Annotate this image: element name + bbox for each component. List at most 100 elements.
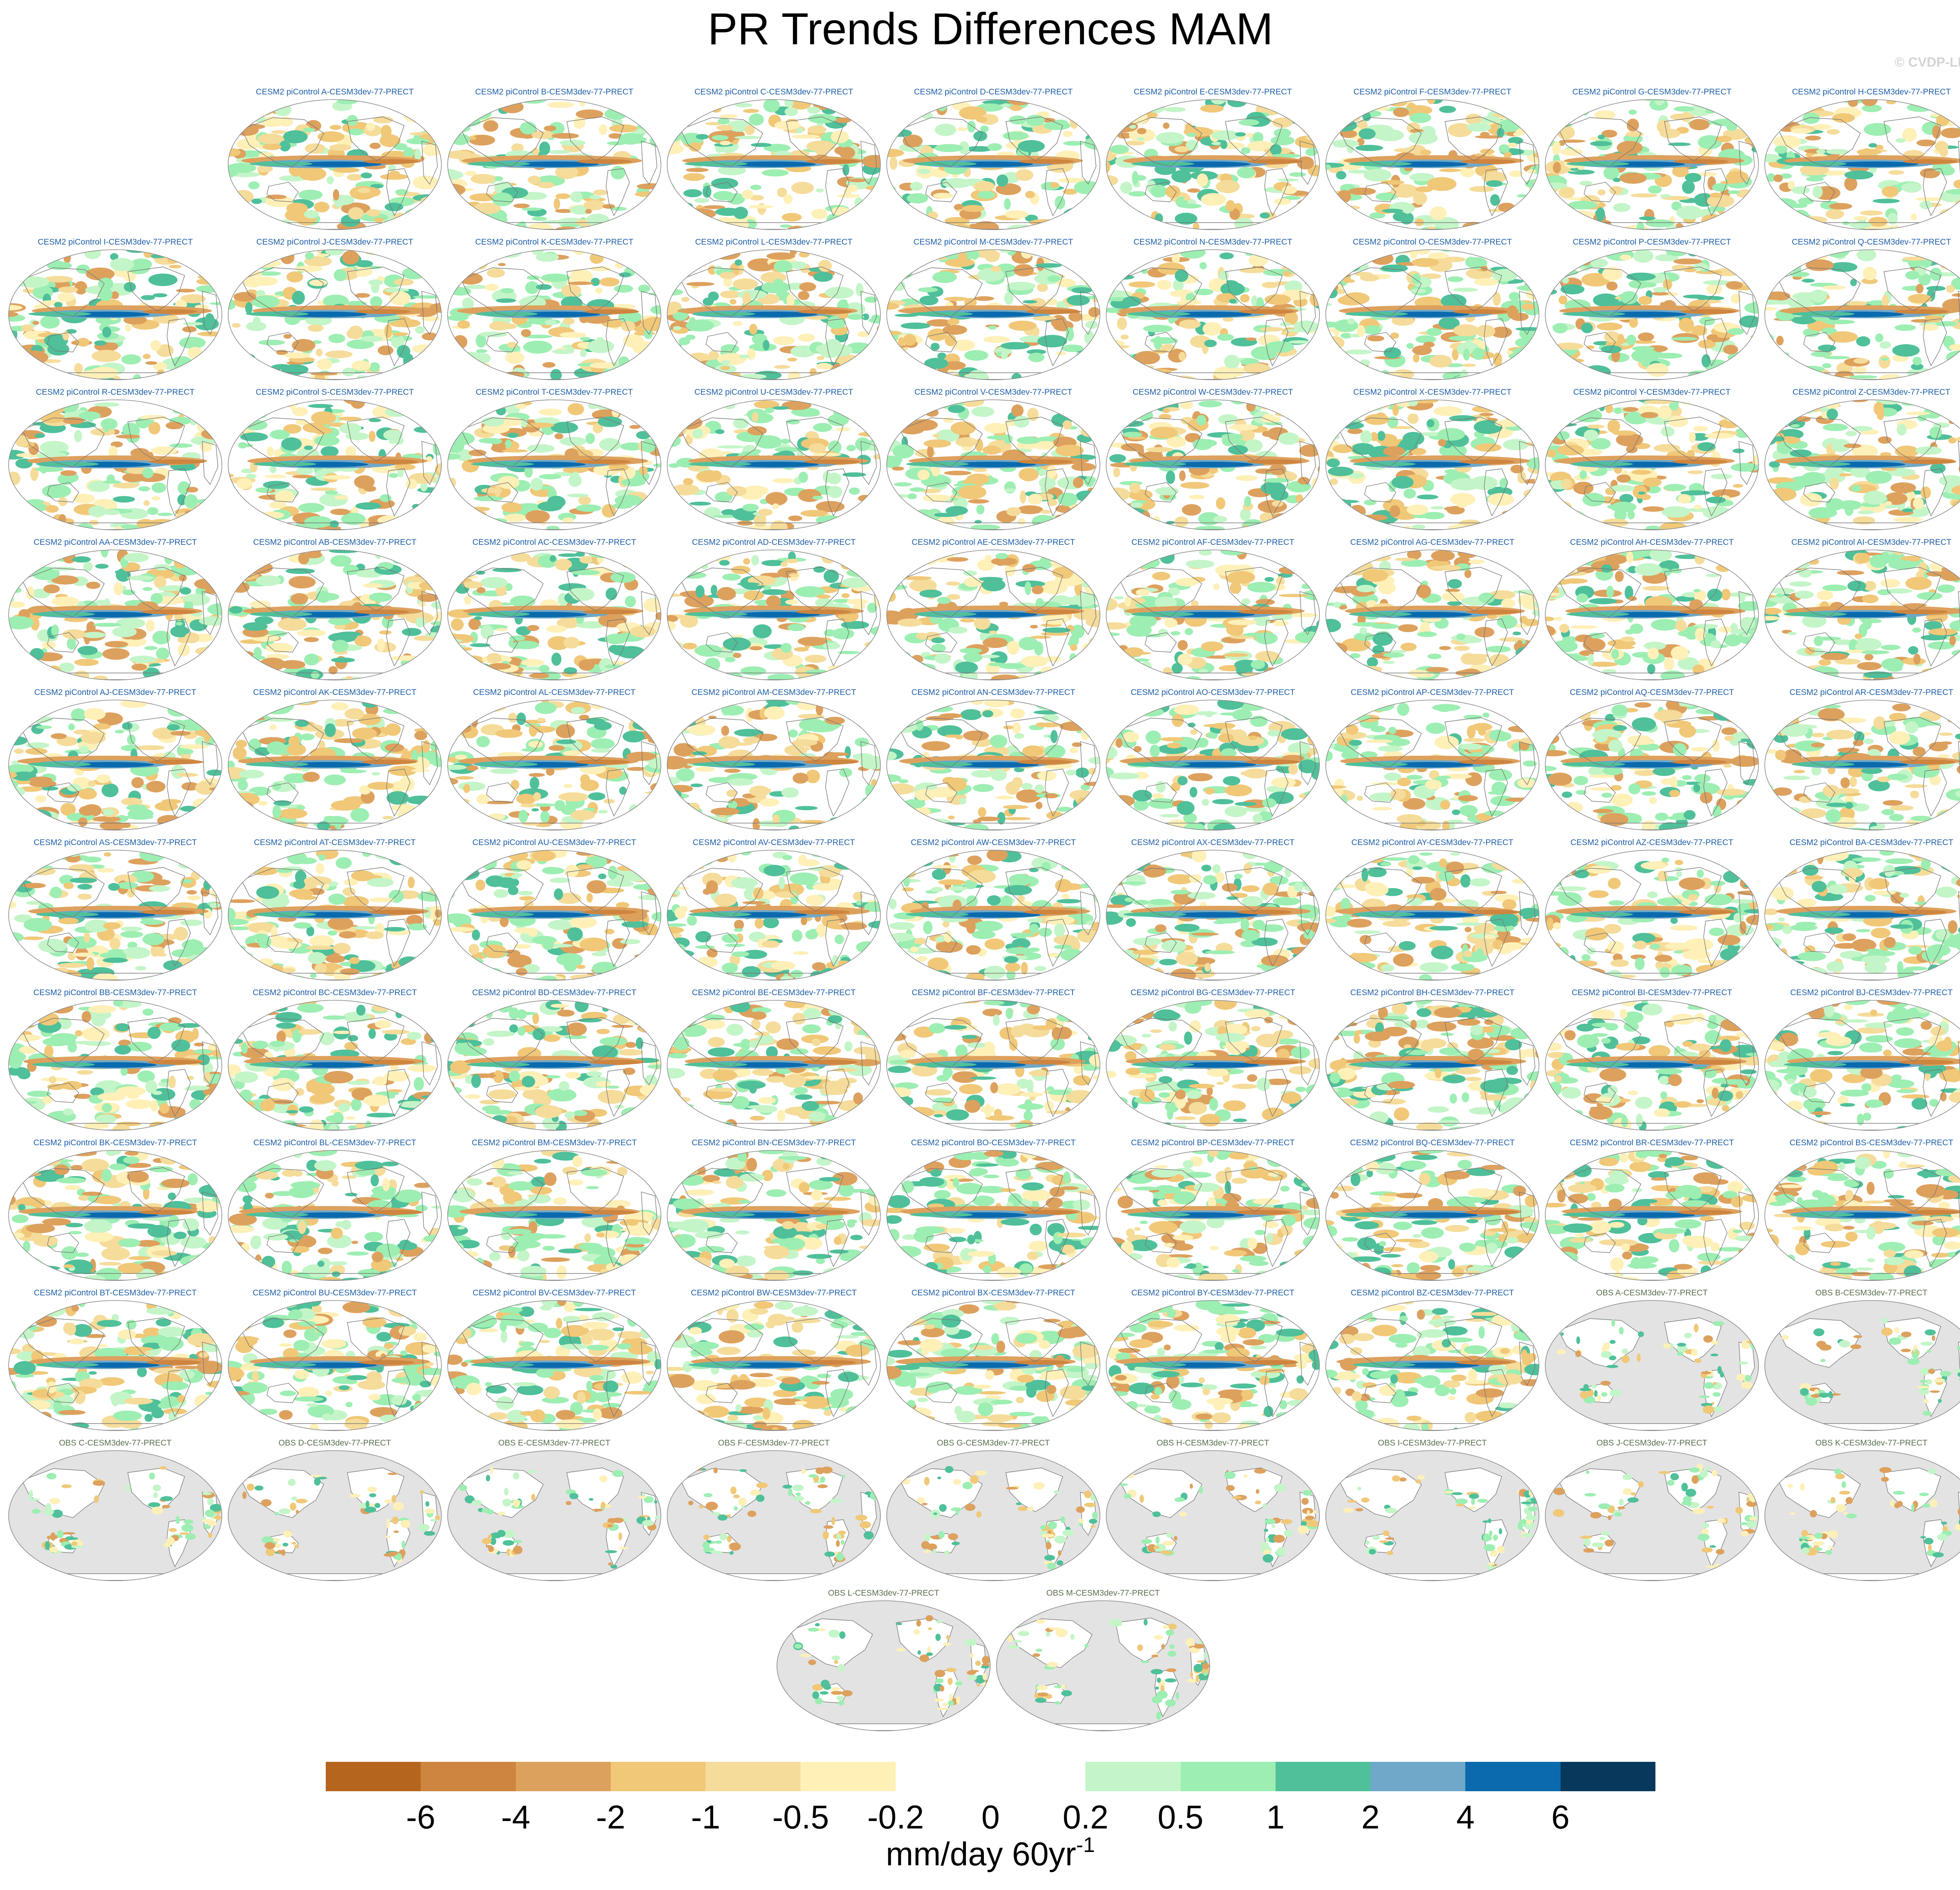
trend-blob	[559, 437, 587, 446]
map-panel: CESM2 piControl AB-CESM3dev-77-PRECT	[226, 537, 444, 682]
trend-blob	[323, 475, 351, 480]
trend-blob	[1516, 285, 1539, 291]
trend-blob	[251, 198, 262, 204]
trend-blob	[966, 473, 989, 484]
africa-outline	[860, 441, 877, 485]
trend-blob	[1701, 354, 1711, 368]
trend-blob	[1553, 323, 1568, 334]
trend-blob	[1787, 300, 1815, 307]
trend-blob	[1521, 414, 1530, 428]
trend-blob	[64, 674, 76, 680]
trend-blob	[1901, 182, 1922, 193]
trend-blob	[799, 472, 808, 483]
trend-blob	[668, 463, 680, 468]
trend-blob	[1352, 365, 1361, 372]
trend-blob	[262, 551, 273, 564]
trend-blob	[394, 225, 406, 230]
trend-blob	[560, 223, 581, 228]
trend-blob	[314, 435, 340, 446]
trend-blob	[563, 466, 588, 473]
trend-blob	[1040, 510, 1051, 514]
trend-blob	[216, 552, 222, 562]
trend-blob	[1367, 377, 1383, 380]
asia-outline	[241, 417, 324, 467]
trend-blob	[539, 141, 550, 155]
trend-blob	[558, 553, 580, 557]
trend-blob	[1171, 170, 1192, 183]
africa-outline	[1519, 291, 1535, 335]
trend-blob	[1639, 216, 1656, 220]
trend-blob	[1723, 400, 1737, 404]
trend-blob	[967, 120, 976, 133]
east-pacific-band	[1452, 309, 1507, 314]
trend-blob	[214, 405, 222, 415]
panel-title: CESM2 piControl T-CESM3dev-77-PRECT	[475, 388, 633, 397]
trend-blob	[1632, 346, 1655, 351]
trend-blob	[169, 265, 182, 268]
trend-blob	[1670, 337, 1698, 341]
trend-blob	[1765, 408, 1784, 415]
trend-blob	[1241, 147, 1250, 154]
trend-blob	[717, 445, 744, 449]
trend-blob	[1083, 376, 1094, 380]
trend-blob	[1237, 167, 1256, 178]
trend-blob	[1326, 407, 1331, 415]
trend-blob	[1311, 271, 1319, 282]
south-america-outline	[1703, 318, 1728, 366]
trend-blob	[82, 632, 106, 638]
trend-blob	[1931, 217, 1951, 226]
trend-blob	[1039, 225, 1049, 230]
trend-blob	[486, 268, 505, 278]
trend-blob	[1948, 437, 1956, 444]
north-america-outline	[1005, 267, 1063, 311]
trend-blob	[228, 650, 237, 663]
trend-blob	[457, 560, 473, 570]
trend-blob	[521, 207, 542, 211]
trend-blob	[947, 318, 960, 325]
trend-blob	[1792, 292, 1818, 301]
trend-blob	[1096, 330, 1100, 336]
trend-blob	[152, 314, 179, 324]
trend-blob	[1089, 402, 1096, 410]
trend-blob	[1545, 353, 1555, 361]
trend-blob	[249, 666, 259, 669]
trend-blob	[705, 122, 723, 125]
trend-blob	[1607, 504, 1628, 510]
trend-blob	[1554, 115, 1561, 119]
trend-blob	[1003, 131, 1029, 140]
trend-blob	[1806, 177, 1824, 182]
trend-blob	[292, 475, 314, 479]
trend-blob	[1392, 404, 1399, 416]
trend-blob	[614, 285, 633, 293]
trend-blob	[1851, 485, 1862, 492]
trend-blob	[325, 490, 338, 495]
map-panel: CESM2 piControl P-CESM3dev-77-PRECT	[1543, 236, 1761, 381]
trend-blob	[448, 314, 468, 321]
trend-blob	[965, 373, 989, 380]
trend-blob	[1664, 484, 1686, 491]
trend-blob	[958, 141, 969, 155]
trend-blob	[984, 423, 1009, 434]
robinson-map	[1764, 249, 1960, 380]
australia-outline	[1584, 332, 1616, 352]
trend-blob	[1558, 107, 1580, 118]
trend-blob	[1326, 303, 1332, 307]
trend-blob	[1365, 414, 1390, 425]
trend-blob	[578, 496, 591, 505]
trend-blob	[228, 494, 231, 503]
trend-blob	[1143, 325, 1173, 333]
trend-blob	[237, 107, 265, 110]
trend-blob	[1888, 170, 1904, 175]
trend-blob	[1648, 185, 1662, 194]
trend-blob	[1815, 530, 1831, 531]
trend-blob	[887, 277, 896, 288]
trend-blob	[813, 272, 833, 282]
trend-blob	[1739, 315, 1759, 328]
trend-blob	[1201, 193, 1227, 206]
trend-blob	[743, 444, 756, 452]
trend-blob	[878, 122, 880, 134]
trend-blob	[959, 106, 987, 120]
trend-blob	[788, 261, 807, 269]
trend-blob	[735, 103, 753, 107]
trend-blob	[1409, 112, 1431, 123]
